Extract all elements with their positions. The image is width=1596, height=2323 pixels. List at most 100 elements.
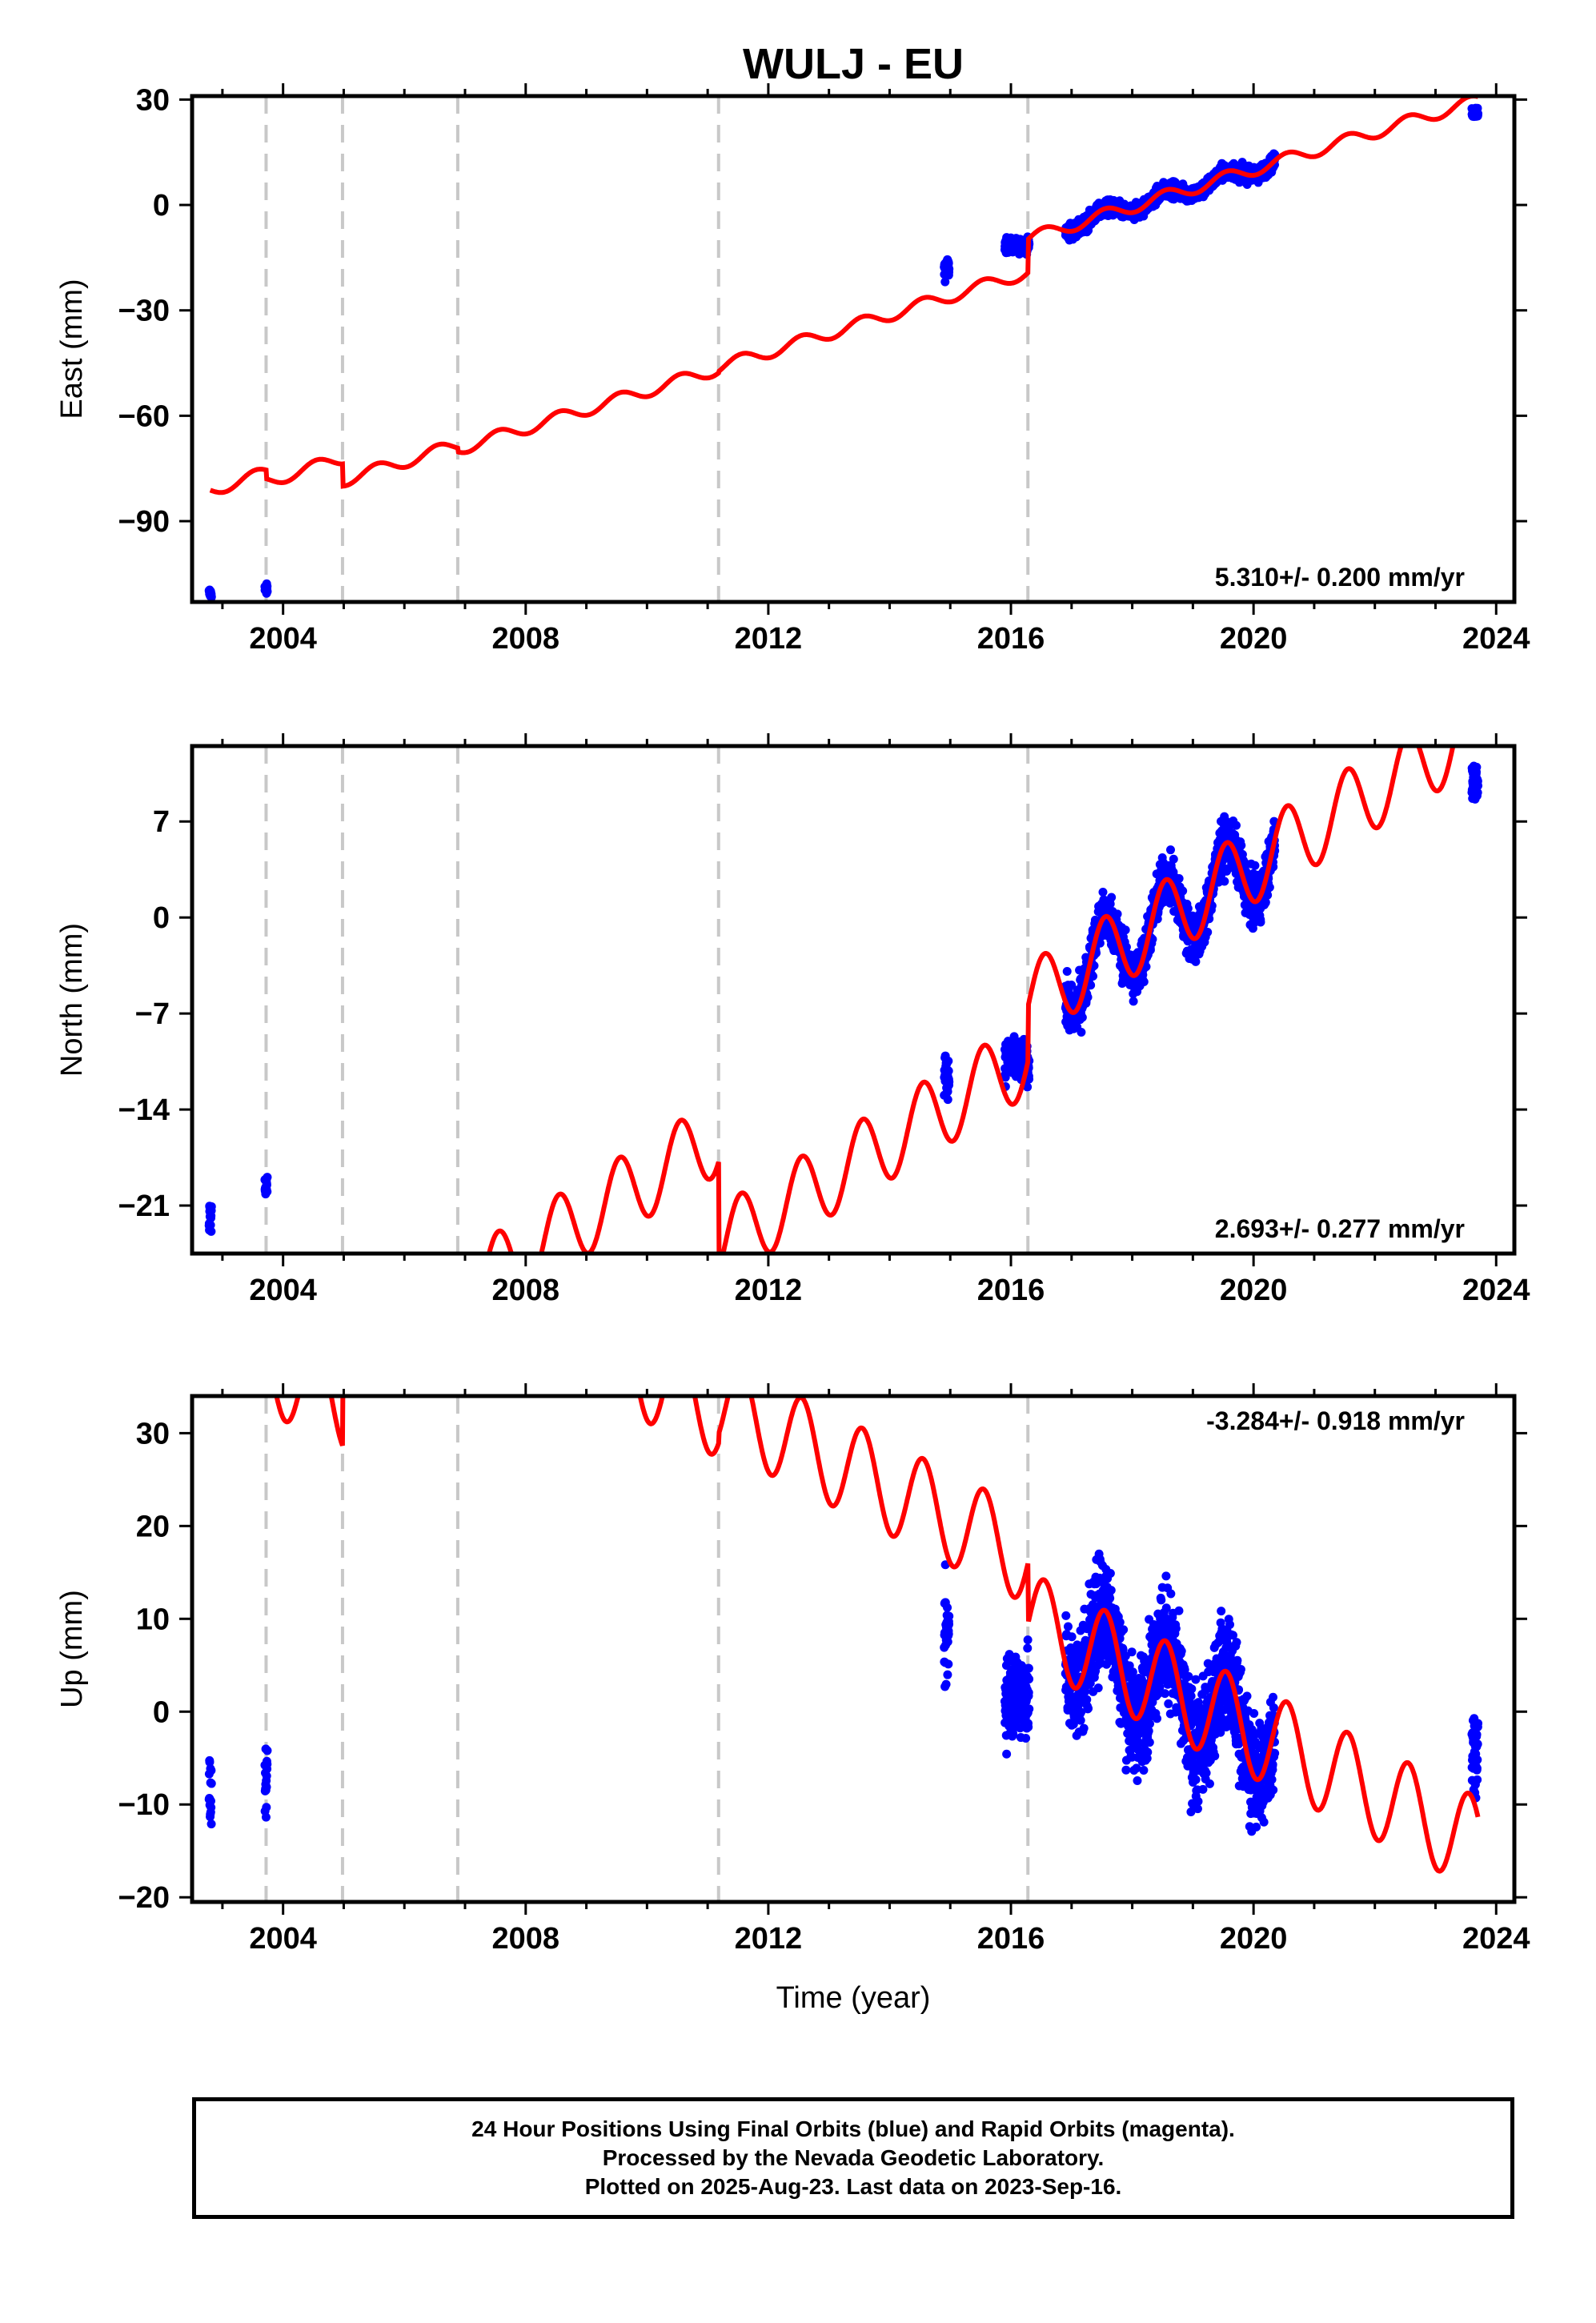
observation-point: [1201, 1768, 1211, 1778]
observation-point: [1105, 1594, 1115, 1603]
observation-point: [1157, 1595, 1166, 1605]
x-tick-label: 2004: [249, 622, 317, 656]
observation-point: [1133, 1775, 1142, 1785]
observation-point: [1193, 1796, 1203, 1806]
chart-title: WULJ - EU: [743, 40, 964, 88]
observation-point: [1106, 1586, 1116, 1595]
observation-point: [1119, 1625, 1129, 1635]
observation-point: [1077, 1707, 1086, 1717]
observation-point: [1161, 1603, 1171, 1613]
observation-point: [943, 1095, 952, 1105]
observation-point: [1115, 1618, 1125, 1627]
observation-point: [1128, 1667, 1137, 1677]
observation-point: [1024, 1687, 1033, 1697]
observation-point: [1105, 899, 1115, 909]
observation-point: [1174, 1606, 1184, 1615]
observation-point: [1174, 874, 1184, 884]
observation-point: [1082, 1695, 1092, 1704]
observation-point: [1473, 788, 1482, 797]
observation-point: [1203, 928, 1213, 937]
rate-label: 5.310+/- 0.200 mm/yr: [1215, 563, 1465, 592]
observation-point: [943, 1603, 952, 1612]
observation-point: [262, 1180, 271, 1190]
y-tick-label: 30: [136, 83, 170, 117]
observation-point: [1021, 1734, 1031, 1743]
observation-point: [1165, 845, 1175, 855]
observation-point: [1216, 1727, 1225, 1737]
observation-point: [262, 1803, 271, 1812]
observation-point: [1061, 1611, 1071, 1620]
observation-point: [1160, 1689, 1169, 1699]
observation-point: [944, 1629, 953, 1639]
observation-point: [1269, 816, 1279, 826]
observation-point: [207, 1202, 216, 1211]
observation-point: [1105, 1569, 1115, 1579]
y-tick-label: 7: [153, 805, 170, 839]
x-tick-label: 2008: [492, 622, 560, 656]
observation-point: [1187, 1684, 1197, 1694]
observation-point: [1198, 1784, 1208, 1794]
observation-point: [262, 1782, 271, 1791]
observation-point: [1025, 1704, 1034, 1714]
observation-point: [1186, 1691, 1196, 1701]
y-tick-label: −7: [135, 997, 170, 1031]
y-tick-label: 0: [153, 189, 170, 223]
plot-frame: [190, 94, 1517, 604]
observation-point: [1164, 1699, 1173, 1708]
observation-point: [1144, 1726, 1153, 1735]
y-tick-label: −90: [118, 505, 170, 539]
observation-point: [1076, 1715, 1085, 1725]
observation-point: [1107, 893, 1117, 902]
observation-point: [1155, 1683, 1165, 1692]
observation-point: [1132, 1763, 1141, 1773]
observation-point: [207, 1803, 216, 1812]
observation-point: [1121, 1765, 1131, 1775]
observation-point: [1083, 993, 1093, 1002]
observation-point: [263, 1187, 272, 1197]
observation-point: [1474, 781, 1483, 791]
observation-point: [1023, 1082, 1033, 1092]
observation-point: [1127, 1647, 1137, 1657]
observation-point: [1169, 854, 1178, 864]
observation-point: [1024, 1663, 1033, 1673]
observation-point: [944, 1066, 953, 1076]
observation-point: [1063, 1622, 1073, 1631]
observation-point: [1067, 981, 1077, 990]
observation-point: [1261, 897, 1270, 907]
rate-label: 2.693+/- 0.277 mm/yr: [1215, 1214, 1465, 1243]
observation-point: [1177, 1647, 1186, 1656]
observation-point: [1225, 1620, 1235, 1630]
y-tick-label: −60: [118, 399, 170, 433]
observation-point: [1141, 962, 1151, 972]
observation-point: [1025, 1675, 1034, 1684]
observation-point: [940, 277, 950, 287]
observation-point: [1205, 1779, 1214, 1788]
panel-up: 2004 2008 2012 2016 2020 20243020100−10−20Up …: [55, 1383, 1530, 1956]
observation-point: [1062, 966, 1072, 976]
observation-point: [1256, 917, 1265, 927]
x-tick-label: 2012: [735, 1274, 803, 1307]
observation-point: [206, 1796, 215, 1806]
observation-point: [1069, 1719, 1078, 1729]
x-tick-label: 2008: [492, 1274, 560, 1307]
observation-point: [1129, 997, 1138, 1006]
observation-point: [1153, 1714, 1162, 1723]
x-tick-label: 2004: [249, 1274, 317, 1307]
observations: [204, 103, 1483, 602]
observation-point: [1191, 1675, 1201, 1684]
observation-point: [1178, 886, 1188, 896]
observation-point: [1113, 909, 1122, 919]
x-tick-label: 2012: [735, 622, 803, 656]
observation-point: [1077, 1013, 1087, 1022]
observation-point: [1024, 1723, 1033, 1732]
observation-point: [944, 1611, 954, 1621]
observation-point: [1191, 1775, 1201, 1784]
y-tick-label: −30: [118, 295, 170, 328]
observation-point: [1023, 1643, 1033, 1653]
observation-point: [1081, 1687, 1090, 1696]
y-tick-label: −21: [118, 1190, 170, 1223]
observation-point: [1084, 1703, 1093, 1713]
observation-point: [944, 1659, 953, 1669]
observation-point: [1237, 841, 1246, 850]
